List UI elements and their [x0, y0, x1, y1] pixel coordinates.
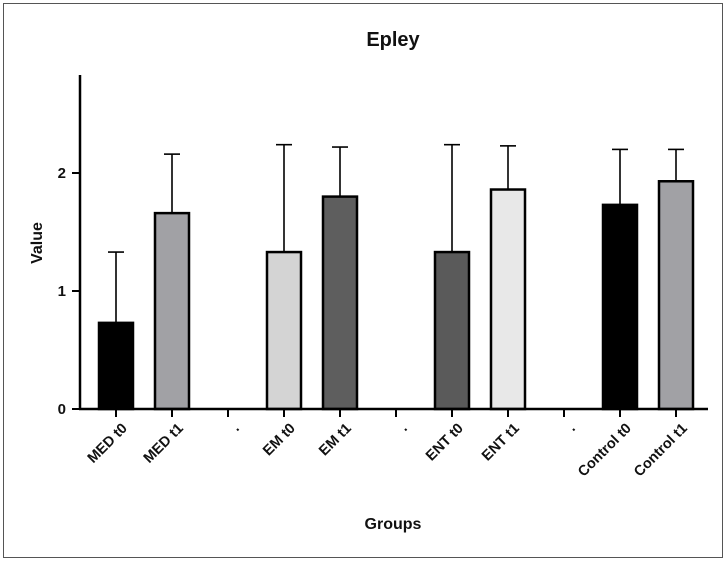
bar [265, 250, 303, 411]
x-tick-label: ENT t0 [423, 421, 467, 465]
x-tick-label: MED t1 [141, 421, 187, 467]
bar [97, 321, 135, 411]
y-tick-label: 1 [58, 283, 66, 300]
bar [601, 203, 639, 411]
x-tick-label: EM t0 [260, 421, 299, 460]
x-tick-label: . [397, 421, 411, 435]
chart-title: Epley [366, 29, 420, 51]
bar [489, 188, 527, 411]
bar [321, 195, 359, 411]
bar [433, 250, 471, 411]
x-tick-label: ENT t1 [479, 421, 523, 465]
bar [657, 180, 695, 411]
bar [153, 211, 191, 411]
x-tick-label: Control t1 [631, 421, 691, 481]
x-tick-label: . [229, 421, 243, 435]
x-tick-label: . [565, 421, 579, 435]
x-tick-label: MED t0 [85, 421, 131, 467]
y-tick-label: 0 [58, 401, 66, 418]
x-axis-label: Groups [365, 516, 422, 533]
x-tick-label: EM t1 [316, 421, 355, 460]
y-axis-label: Value [29, 222, 46, 264]
x-tick-label: Control t0 [575, 421, 635, 481]
bars-layer [97, 143, 695, 411]
y-tick-label: 2 [58, 165, 66, 182]
